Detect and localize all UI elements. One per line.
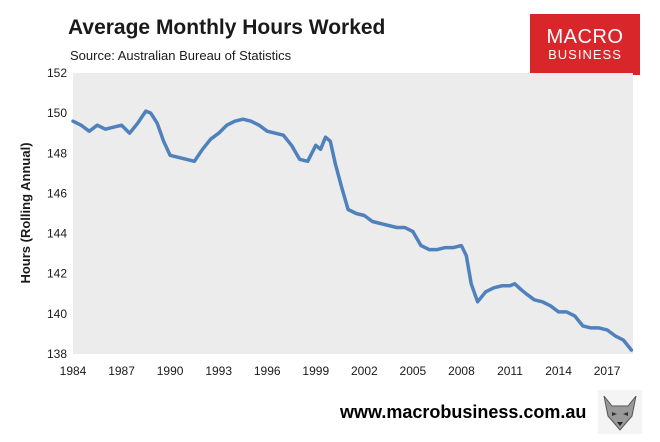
x-tick-label: 1996 <box>254 364 281 378</box>
x-tick-label: 2014 <box>545 364 572 378</box>
x-tick-label: 2008 <box>448 364 475 378</box>
chart-title: Average Monthly Hours Worked <box>68 16 386 39</box>
y-tick-label: 148 <box>47 146 67 160</box>
y-tick-label: 144 <box>47 227 67 241</box>
series-line-hours <box>71 109 634 352</box>
wolf-head-icon <box>598 390 642 434</box>
y-axis: 138 140 142 144 146 148 150 152 <box>47 66 67 361</box>
x-tick-label: 1990 <box>157 364 184 378</box>
y-tick-label: 142 <box>47 267 67 281</box>
website-url[interactable]: www.macrobusiness.com.au <box>340 402 587 422</box>
x-tick-label: 2011 <box>497 364 523 378</box>
chart-source: Source: Australian Bureau of Statistics <box>70 48 292 63</box>
x-tick-label: 2002 <box>351 364 378 378</box>
y-tick-label: 146 <box>47 186 67 200</box>
brand-line-1: MACRO <box>546 26 624 48</box>
y-axis-label: Hours (Rolling Annual) <box>18 142 33 283</box>
y-tick-label: 140 <box>47 307 67 321</box>
x-tick-label: 2017 <box>594 364 621 378</box>
macrobusiness-logo[interactable]: MACRO BUSINESS <box>530 14 640 75</box>
brand-line-2: BUSINESS <box>548 47 622 62</box>
x-axis: 1984 1987 1990 1993 1996 1999 2002 2005 2008 2011… <box>60 364 621 378</box>
x-tick-label: 1993 <box>205 364 232 378</box>
x-tick-label: 2005 <box>400 364 427 378</box>
x-tick-label: 1987 <box>108 364 135 378</box>
y-tick-label: 150 <box>47 106 67 120</box>
x-tick-label: 1999 <box>302 364 329 378</box>
x-tick-label: 1984 <box>60 364 87 378</box>
y-tick-label: 138 <box>47 347 67 361</box>
y-tick-label: 152 <box>47 66 67 80</box>
